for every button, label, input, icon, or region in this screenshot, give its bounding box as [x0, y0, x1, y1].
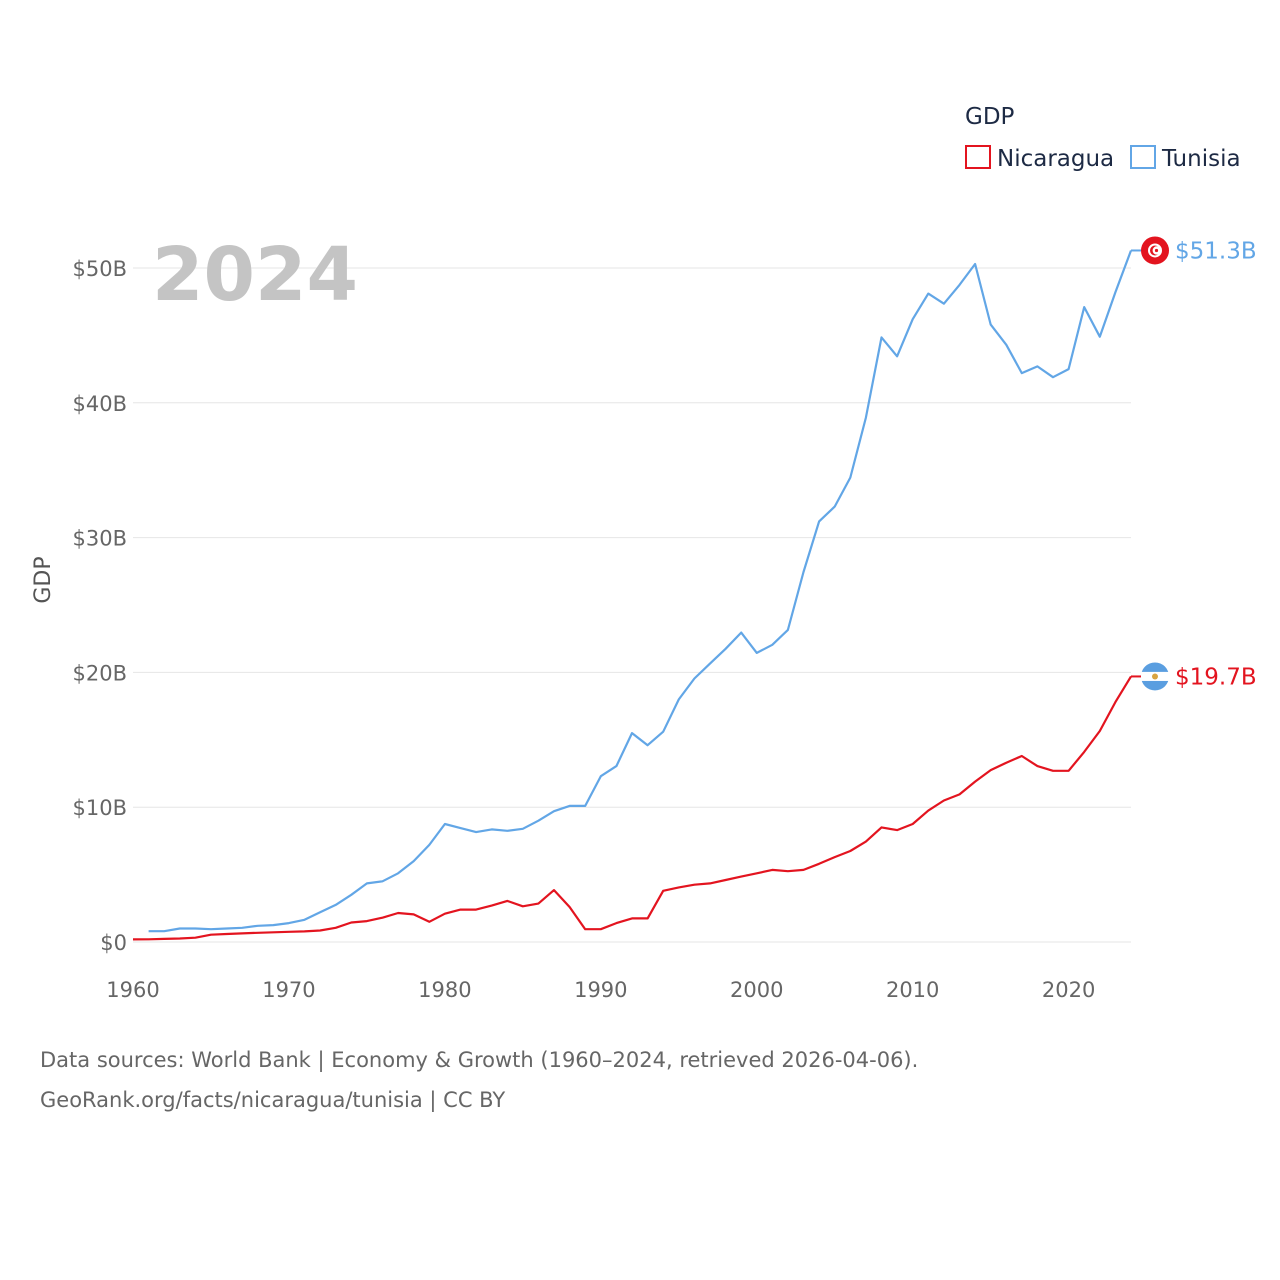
legend: GDP Nicaragua Tunisia — [965, 104, 1241, 172]
y-axis-ticks: $0 $10B $20B $30B $40B $50B — [73, 257, 128, 955]
footer: Data sources: World Bank | Economy & Gro… — [40, 1040, 1240, 1120]
x-tick-label: 1970 — [262, 978, 315, 1002]
y-tick-label: $50B — [73, 257, 128, 281]
end-label-tunisia: $51.3B — [1175, 238, 1257, 264]
gridlines — [133, 267, 1131, 943]
tunisia-flag-icon — [1141, 236, 1169, 265]
legend-item-tunisia[interactable]: Tunisia — [1130, 145, 1241, 172]
y-tick-label: $10B — [73, 796, 128, 820]
attribution-link[interactable]: GeoRank.org/facts/nicaragua/tunisia | CC… — [40, 1088, 506, 1112]
series-layer — [132, 249, 1141, 941]
y-tick-label: $30B — [73, 527, 128, 551]
nicaragua-flag-icon — [1141, 662, 1169, 691]
legend-label-tunisia: Tunisia — [1161, 146, 1241, 172]
flag-markers — [1141, 236, 1169, 691]
legend-item-nicaragua[interactable]: Nicaragua — [965, 145, 1114, 172]
y-axis-title: GDP — [31, 556, 56, 603]
gdp-line-chart: $0 $10B $20B $30B $40B $50B 1960 1970 1980 1990 2… — [31, 104, 1257, 1002]
x-tick-label: 2010 — [886, 978, 939, 1002]
data-source-note: Data sources: World Bank | Economy & Gro… — [40, 1048, 919, 1072]
y-tick-label: $20B — [73, 661, 128, 685]
x-tick-label: 1990 — [574, 978, 627, 1002]
series-line-nicaragua[interactable] — [132, 675, 1132, 941]
legend-title: GDP — [965, 104, 1015, 130]
x-axis-ticks: 1960 1970 1980 1990 2000 2010 2020 — [106, 978, 1095, 1002]
y-tick-label: $40B — [73, 392, 128, 416]
y-tick-label: $0 — [100, 931, 127, 955]
x-tick-label: 1980 — [418, 978, 471, 1002]
legend-label-nicaragua: Nicaragua — [997, 146, 1114, 172]
end-label-nicaragua: $19.7B — [1175, 664, 1257, 690]
legend-swatch-tunisia — [1130, 145, 1156, 169]
series-line-tunisia[interactable] — [148, 250, 1133, 933]
x-tick-label: 2020 — [1042, 978, 1095, 1002]
year-watermark: 2024 — [152, 232, 358, 318]
x-tick-label: 1960 — [106, 978, 159, 1002]
legend-swatch-nicaragua — [965, 145, 991, 169]
x-tick-label: 2000 — [730, 978, 783, 1002]
